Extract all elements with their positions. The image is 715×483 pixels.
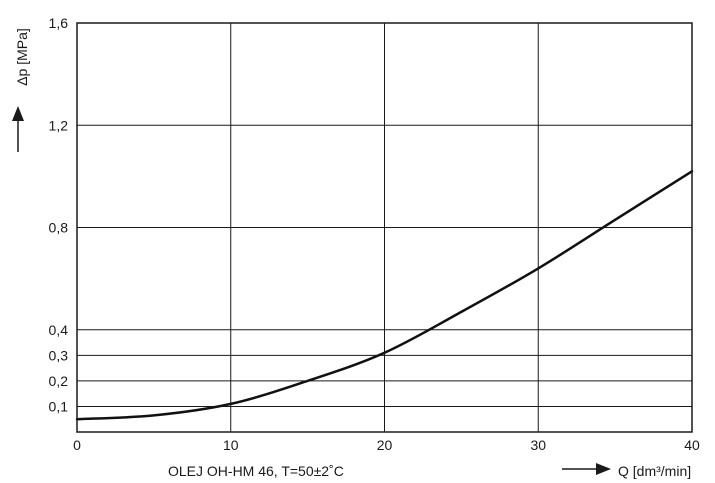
y-tick-label: 0,3 (49, 347, 69, 363)
plot-frame (76, 22, 693, 433)
y-tick-label: 0,2 (49, 373, 69, 389)
y-tick-label: 1,2 (49, 117, 69, 133)
y-tick-label: 0,8 (49, 220, 69, 236)
x-tick-label: 10 (223, 437, 239, 453)
x-tick-label: 40 (684, 437, 700, 453)
y-tick-label: 1,6 (49, 15, 69, 31)
chart-caption: OLEJ OH-HM 46, T=50±2˚C (168, 463, 344, 479)
y-axis-label: Δp [MPa] (14, 28, 30, 86)
y-axis-arrow-icon (12, 106, 24, 152)
x-axis-arrow-icon (562, 463, 611, 475)
series-line (75, 170, 694, 421)
x-tick-label: 0 (73, 437, 81, 453)
y-tick-label: 0,1 (49, 398, 69, 414)
y-tick-label: 0,4 (49, 322, 69, 338)
x-tick-label: 30 (530, 437, 546, 453)
x-axis-label: Q [dm³/min] (618, 463, 691, 479)
x-tick-label: 20 (377, 437, 393, 453)
